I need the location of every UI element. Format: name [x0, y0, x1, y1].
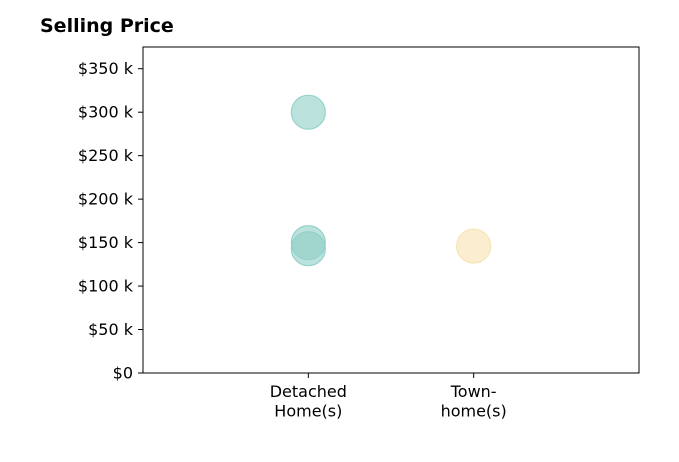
- chart-title: Selling Price: [40, 15, 174, 37]
- y-tick-label: $350 k: [78, 59, 134, 78]
- scatter-points: [290, 94, 492, 267]
- data-point: [290, 94, 326, 130]
- data-point: [456, 228, 492, 264]
- x-tick-label: Home(s): [274, 402, 342, 421]
- y-axis: $0 $50 k $100 k $150 k $200 k $250 k $300 k $35…: [78, 59, 143, 383]
- y-tick-label: $0: [113, 364, 133, 383]
- y-tick-label: $250 k: [78, 146, 134, 165]
- y-tick-label: $150 k: [78, 233, 134, 252]
- y-tick-label: $300 k: [78, 103, 134, 122]
- x-tick-label: Town-: [450, 382, 497, 401]
- x-tick-label: Detached: [270, 382, 347, 401]
- x-tick-label: home(s): [441, 402, 507, 421]
- y-tick-label: $200 k: [78, 190, 134, 209]
- y-tick-label: $50 k: [88, 320, 134, 339]
- data-point: [290, 231, 326, 267]
- y-tick-label: $100 k: [78, 277, 134, 296]
- plot-frame: [142, 46, 640, 374]
